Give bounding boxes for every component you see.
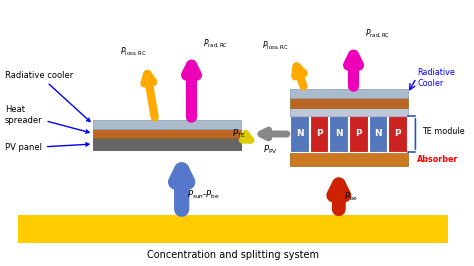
Text: $P_{\rm be}$: $P_{\rm be}$ xyxy=(344,191,358,203)
Bar xyxy=(18,215,448,243)
Bar xyxy=(290,98,408,108)
Bar xyxy=(290,89,408,98)
Text: P: P xyxy=(355,130,362,139)
Text: Radiative
Cooler: Radiative Cooler xyxy=(417,68,455,88)
Text: P: P xyxy=(394,130,401,139)
Text: N: N xyxy=(296,130,303,139)
Bar xyxy=(290,152,408,166)
Text: Radiative cooler: Radiative cooler xyxy=(5,70,90,122)
Bar xyxy=(369,116,387,152)
Text: TE module: TE module xyxy=(422,127,465,136)
Text: N: N xyxy=(374,130,382,139)
Bar xyxy=(290,108,408,116)
Text: N: N xyxy=(335,130,343,139)
Text: $P_{\rm rad,RC}$: $P_{\rm rad,RC}$ xyxy=(203,38,228,50)
Bar xyxy=(310,116,328,152)
Bar xyxy=(290,116,309,152)
Text: $P_{\rm loss,RC}$: $P_{\rm loss,RC}$ xyxy=(262,40,288,52)
Text: Concentration and splitting system: Concentration and splitting system xyxy=(147,250,319,260)
Text: PV panel: PV panel xyxy=(5,143,89,152)
Bar xyxy=(329,116,348,152)
Text: Absorber: Absorber xyxy=(417,155,459,164)
Bar xyxy=(93,129,241,138)
Bar xyxy=(93,120,241,129)
Text: Heat
spreader: Heat spreader xyxy=(5,105,89,133)
Bar xyxy=(349,116,368,152)
Text: P: P xyxy=(316,130,322,139)
Text: $P_{\rm rad,RC}$: $P_{\rm rad,RC}$ xyxy=(365,28,391,40)
Text: $P_{\rm TE}$: $P_{\rm TE}$ xyxy=(231,128,246,140)
Text: $P_{\rm loss,RC}$: $P_{\rm loss,RC}$ xyxy=(120,46,147,58)
Text: $P_{\rm sun}$-$P_{\rm be}$: $P_{\rm sun}$-$P_{\rm be}$ xyxy=(187,189,219,201)
Text: $P_{\rm PV}$: $P_{\rm PV}$ xyxy=(263,144,278,156)
Bar xyxy=(93,138,241,150)
Bar xyxy=(388,116,407,152)
